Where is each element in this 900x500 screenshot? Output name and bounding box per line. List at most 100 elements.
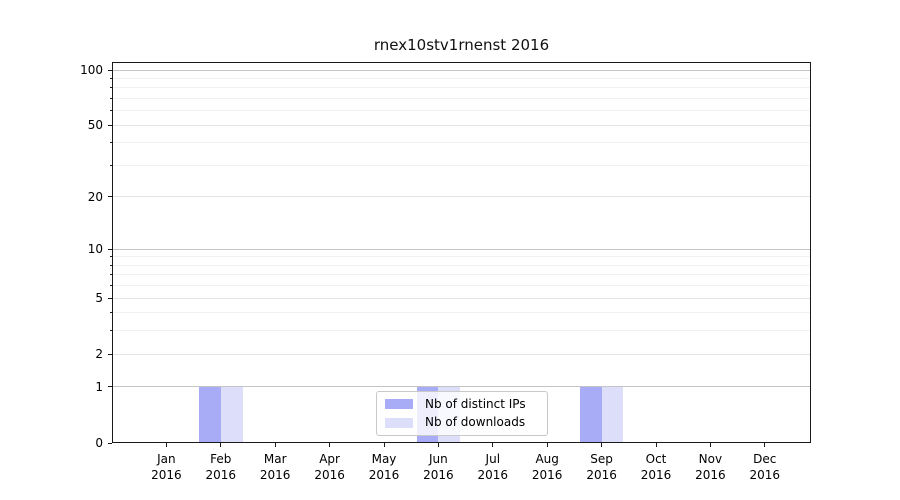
gridline-minor [112,77,811,79]
legend-label-downloads: Nb of downloads [425,415,526,430]
x-tick-label: May 2016 [354,452,414,483]
y-tick-label: 100 [80,63,103,77]
x-tick-label: Mar 2016 [245,452,305,483]
y-tick-mark [108,124,112,126]
x-tick-mark [601,443,603,447]
x-tick-year: 2016 [368,467,400,482]
y-minor-tick-mark [109,97,112,99]
y-minor-tick-mark [109,142,112,144]
y-minor-tick-mark [109,330,112,332]
x-tick-year: 2016 [205,467,237,482]
y-tick-mark [108,297,112,299]
gridline-major [112,69,811,71]
y-minor-tick-mark [109,77,112,79]
x-tick-label: Jun 2016 [408,452,468,483]
gridline-major [112,124,811,126]
y-tick-label: 0 [95,436,103,450]
x-tick-mark [492,443,494,447]
x-tick-year: 2016 [586,467,617,482]
bar-downloads [601,386,624,443]
x-tick-mark [165,443,167,447]
legend: Nb of distinct IPs Nb of downloads [376,391,548,436]
y-tick-label: 50 [87,118,103,133]
chart-title: rnex10stv1rnenst 2016 [373,36,550,54]
y-tick-mark [108,386,112,388]
x-tick-month: Nov [698,452,723,466]
x-tick-label: Apr 2016 [300,452,360,483]
x-tick-mark [437,443,439,447]
gridline-minor [112,330,811,332]
x-tick-mark [329,443,331,447]
x-tick-month: Apr [319,452,340,466]
x-tick-year: 2016 [749,467,781,482]
bar-distinct-ips [579,386,602,443]
x-tick-label: Feb 2016 [191,452,251,483]
gridline-major [112,196,811,198]
legend-label-distinct-ips: Nb of distinct IPs [425,396,526,411]
x-tick-month: Jun [429,452,448,466]
x-tick-month: Feb [210,452,232,466]
x-tick-year: 2016 [640,467,672,482]
x-tick-month: Oct [645,452,667,466]
x-tick-mark [546,443,548,447]
y-tick-label: 10 [87,242,103,257]
y-tick-mark [108,69,112,71]
x-tick-year: 2016 [695,467,726,482]
y-tick-label: 20 [87,189,103,204]
gridline-minor [112,87,811,89]
gridline-major [112,248,811,250]
gridline-minor [112,97,811,99]
gridline-minor [112,285,811,287]
x-tick-label: Dec 2016 [735,452,795,483]
y-minor-tick-mark [109,164,112,166]
x-tick-month: Jul [485,452,501,466]
x-tick-month: Sep [590,452,613,466]
y-tick-mark [108,353,112,355]
legend-item-distinct-ips: Nb of distinct IPs [385,396,539,412]
gridline-major [112,353,811,355]
x-tick-mark [655,443,657,447]
y-minor-tick-mark [109,256,112,258]
gridline-minor [112,312,811,314]
x-tick-month: Dec [753,452,777,466]
legend-item-downloads: Nb of downloads [385,415,539,431]
x-tick-year: 2016 [531,467,563,482]
x-tick-mark [764,443,766,447]
x-tick-month: Mar [263,452,287,466]
legend-swatch-downloads-icon [385,417,413,428]
x-tick-label: Nov 2016 [680,452,740,483]
x-tick-mark [383,443,385,447]
y-tick-mark [108,248,112,250]
y-minor-tick-mark [109,312,112,314]
gridline-minor [112,142,811,144]
gridline-minor [112,164,811,166]
bar-downloads [220,386,243,443]
gridline-major [112,297,811,299]
x-tick-label: Aug 2016 [517,452,577,483]
x-tick-year: 2016 [477,467,509,482]
y-minor-tick-mark [109,264,112,266]
y-tick-mark [108,442,112,444]
x-tick-mark [274,443,276,447]
y-tick-label: 2 [95,347,103,362]
x-tick-label: Jul 2016 [463,452,523,483]
x-tick-mark [709,443,711,447]
x-tick-mark [220,443,222,447]
x-tick-year: 2016 [314,467,345,482]
bar-distinct-ips [199,386,221,443]
gridline-major [112,386,811,388]
y-minor-tick-mark [109,110,112,112]
x-tick-year: 2016 [259,467,291,482]
y-tick-mark [108,196,112,198]
gridline-minor [112,264,811,266]
y-minor-tick-mark [109,274,112,276]
y-minor-tick-mark [109,285,112,287]
y-tick-label: 5 [95,291,103,306]
x-tick-month: May [371,452,397,466]
x-tick-year: 2016 [151,467,182,482]
x-tick-label: Sep 2016 [572,452,632,483]
gridline-minor [112,256,811,258]
